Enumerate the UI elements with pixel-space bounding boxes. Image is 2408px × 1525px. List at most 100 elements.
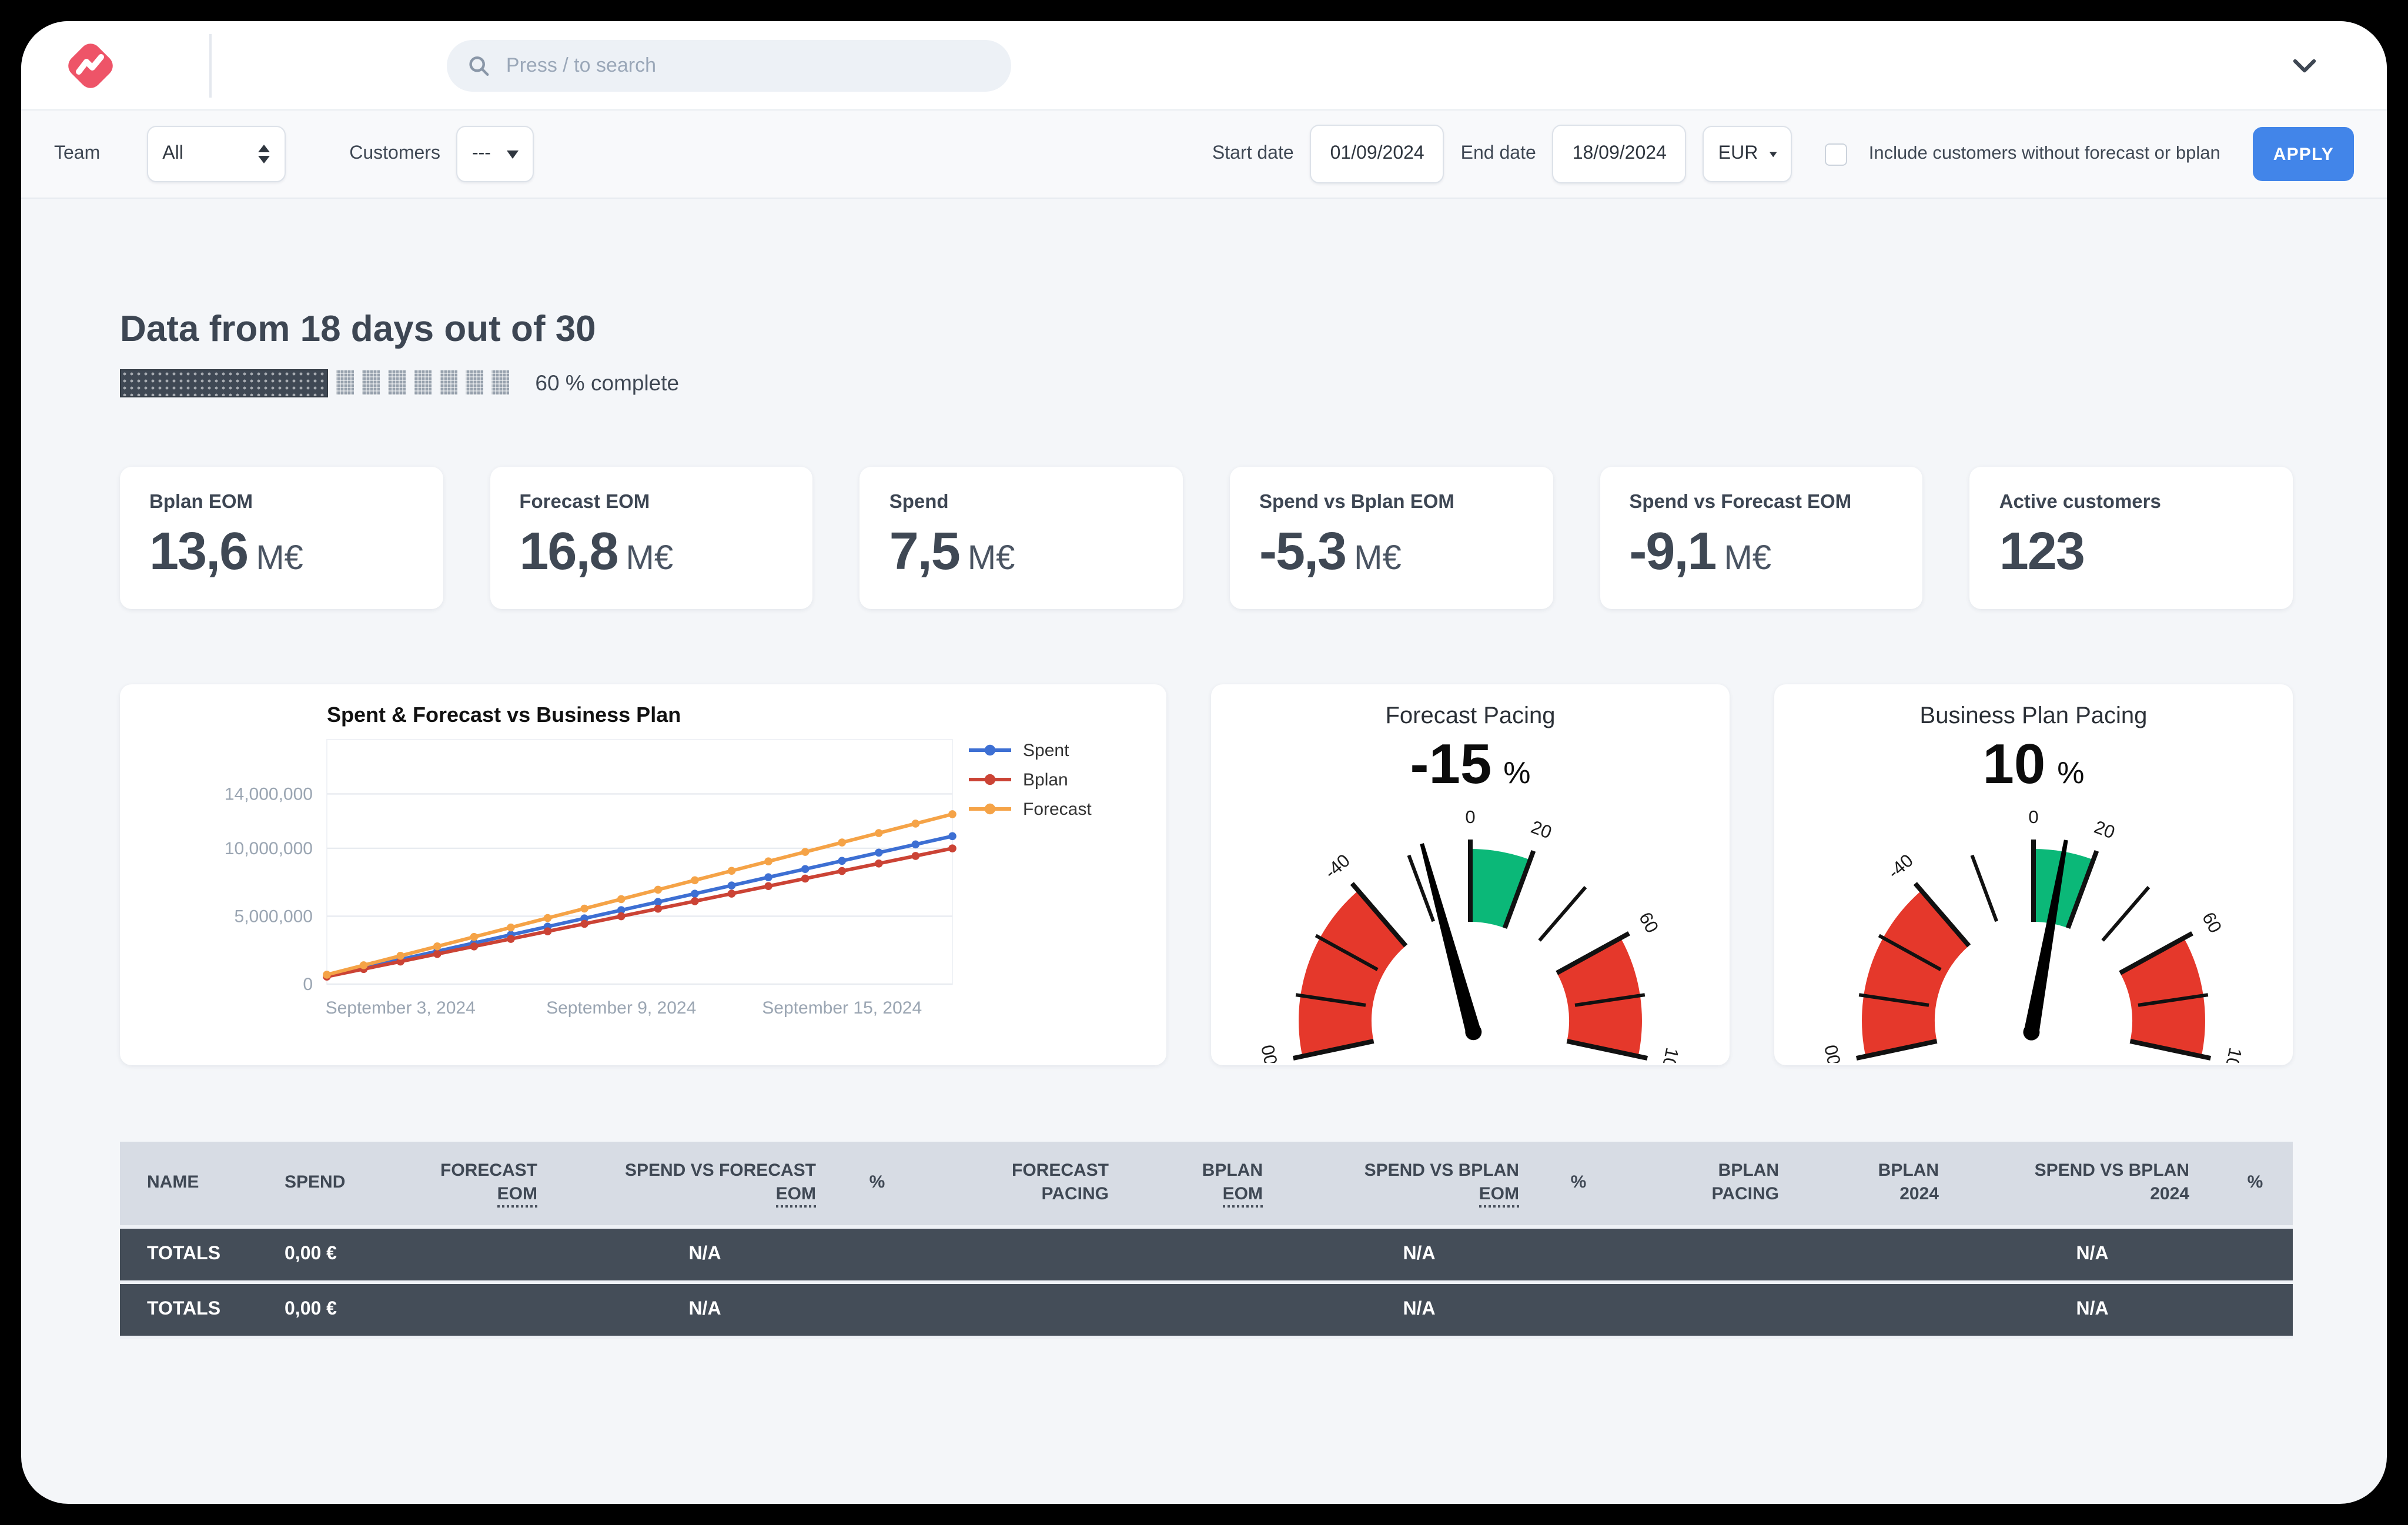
progress-bar-segment	[491, 370, 510, 395]
svg-text:September 3, 2024: September 3, 2024	[326, 998, 476, 1018]
svg-text:Forecast: Forecast	[1023, 800, 1092, 819]
table-cell	[1547, 1280, 1610, 1339]
customers-table-wrap: NAME SPEND FORECAST EOM SPEND VS FORECAST EOM…	[120, 1142, 2293, 1339]
currency-select[interactable]: EUR	[1703, 126, 1792, 182]
table-cell: 0,00 €	[257, 1280, 389, 1339]
table-cell	[1610, 1280, 1807, 1339]
column-header[interactable]: SPEND VS FORECAST EOM	[566, 1142, 844, 1225]
gauge-title: Forecast Pacing	[1385, 703, 1556, 729]
table-cell	[910, 1280, 1137, 1339]
currency-select-value: EUR	[1718, 143, 1758, 163]
start-date-input[interactable]	[1310, 125, 1444, 183]
topbar-divider	[209, 34, 212, 97]
search-icon	[469, 55, 489, 75]
charts-row: Spent & Forecast vs Business Plan 0 5,000…	[120, 684, 2293, 1065]
table-cell	[2218, 1280, 2293, 1339]
kpi-title: Active customers	[1999, 491, 2161, 513]
svg-text:-100: -100	[1257, 1043, 1285, 1063]
include-customers-label: Include customers without forecast or bp…	[1868, 143, 2220, 163]
team-select[interactable]: All	[147, 126, 286, 182]
gauge-svg: -100 -40 0 20 60 100	[1821, 807, 2246, 1063]
gauge-value: -15%	[1410, 734, 1531, 796]
svg-text:Bplan: Bplan	[1023, 770, 1068, 790]
table-cell	[1137, 1280, 1291, 1339]
customers-table: NAME SPEND FORECAST EOM SPEND VS FORECAST EOM…	[120, 1142, 2293, 1339]
column-header[interactable]: BPLAN 2024	[1807, 1142, 1967, 1225]
kpi-value: 123	[1999, 521, 2085, 581]
table-cell	[1610, 1225, 1807, 1280]
kpi-value: -9,1 M€	[1629, 521, 1772, 581]
progress-bar-segment	[466, 370, 484, 395]
svg-text:100: 100	[2219, 1046, 2246, 1063]
up-down-arrows-icon	[258, 145, 270, 163]
apply-button[interactable]: APPLY	[2253, 127, 2354, 181]
customers-select[interactable]: ---	[456, 126, 534, 182]
filter-bar: Team All Customers --- Start date End da…	[21, 111, 2387, 199]
column-header[interactable]: SPEND VS BPLAN EOM	[1291, 1142, 1547, 1225]
table-row: TOTALS 0,00 € N/A N/A N/A	[120, 1280, 2293, 1339]
top-bar	[21, 21, 2387, 111]
team-select-value: All	[162, 143, 183, 163]
kpi-card-bplan-eom: Bplan EOM 13,6 M€	[120, 467, 443, 609]
table-cell	[389, 1280, 566, 1339]
include-customers-checkbox[interactable]	[1825, 143, 1848, 165]
customers-select-value: ---	[471, 143, 491, 163]
page-title: Data from 18 days out of 30	[120, 308, 596, 349]
completeness-progress: 60 % complete	[120, 369, 2293, 397]
svg-text:100: 100	[1656, 1046, 1683, 1063]
logo-icon	[68, 43, 113, 88]
search-bar[interactable]	[447, 39, 1011, 91]
customers-label: Customers	[349, 143, 440, 163]
svg-text:0: 0	[303, 975, 313, 994]
kpi-card-active-customers: Active customers 123	[1969, 467, 2293, 609]
table-cell: N/A	[1967, 1225, 2218, 1280]
column-header[interactable]: BPLAN PACING	[1610, 1142, 1807, 1225]
main-content: Data from 18 days out of 30 60 % complet…	[21, 308, 2387, 1339]
progress-bar-segment	[388, 370, 406, 395]
column-header[interactable]: SPEND VS BPLAN 2024	[1967, 1142, 2218, 1225]
column-header[interactable]: FORECAST PACING	[910, 1142, 1137, 1225]
kpi-card-spend-vs-forecast: Spend vs Forecast EOM -9,1 M€	[1600, 467, 1923, 609]
column-header[interactable]: %	[844, 1142, 910, 1225]
line-chart-svg: 0 5,000,000 10,000,000 14,000,000 September …	[225, 739, 1092, 1018]
column-header[interactable]: NAME	[120, 1142, 257, 1225]
table-cell: N/A	[566, 1280, 844, 1339]
gauge-value: 10%	[1982, 734, 2085, 796]
svg-text:20: 20	[2092, 817, 2118, 843]
app-logo[interactable]	[56, 36, 125, 95]
column-header[interactable]: FORECAST EOM	[389, 1142, 566, 1225]
table-cell: 0,00 €	[257, 1225, 389, 1280]
end-date-label: End date	[1460, 143, 1536, 163]
progress-bar-segment	[440, 370, 458, 395]
column-header[interactable]: %	[2218, 1142, 2293, 1225]
svg-text:10,000,000: 10,000,000	[225, 839, 313, 858]
forecast-pacing-gauge-card: Forecast Pacing -15% -100 -40 0 20 60 100	[1211, 684, 1730, 1065]
column-header[interactable]: BPLAN EOM	[1137, 1142, 1291, 1225]
svg-text:September 9, 2024: September 9, 2024	[546, 998, 696, 1018]
kpi-card-spend-vs-bplan: Spend vs Bplan EOM -5,3 M€	[1230, 467, 1553, 609]
svg-text:0: 0	[2028, 807, 2038, 827]
start-date-label: Start date	[1212, 143, 1294, 163]
table-cell	[910, 1225, 1137, 1280]
table-cell	[389, 1225, 566, 1280]
kpi-title: Forecast EOM	[519, 491, 650, 513]
chevron-down-icon	[2293, 58, 2316, 72]
column-header[interactable]: SPEND	[257, 1142, 389, 1225]
kpi-card-forecast-eom: Forecast EOM 16,8 M€	[490, 467, 813, 609]
svg-text:14,000,000: 14,000,000	[225, 784, 313, 804]
table-cell	[844, 1280, 910, 1339]
search-input[interactable]	[503, 52, 990, 78]
end-date-input[interactable]	[1552, 125, 1687, 183]
user-menu-toggle[interactable]	[2290, 57, 2319, 73]
gauge-title: Business Plan Pacing	[1919, 703, 2148, 729]
column-header[interactable]: %	[1547, 1142, 1610, 1225]
table-cell	[1807, 1225, 1967, 1280]
svg-text:-100: -100	[1821, 1043, 1848, 1063]
line-chart-title: Spent & Forecast vs Business Plan	[327, 703, 681, 727]
table-cell: N/A	[566, 1225, 844, 1280]
table-cell: N/A	[1291, 1280, 1547, 1339]
kpi-title: Bplan EOM	[149, 491, 253, 513]
dropdown-arrow-icon	[1770, 151, 1777, 157]
kpi-row: Bplan EOM 13,6 M€ Forecast EOM 16,8 M€ Spe…	[120, 467, 2293, 609]
